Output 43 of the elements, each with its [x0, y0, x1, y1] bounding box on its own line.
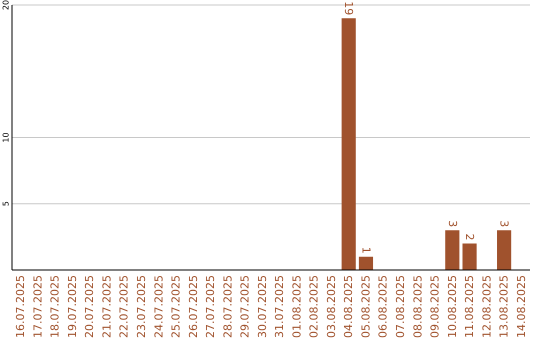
x-tick-label: 14.08.2025 [514, 275, 528, 338]
x-tick-label: 17.07.2025 [31, 275, 44, 338]
x-tick-label: 21.07.2025 [100, 275, 114, 338]
x-tick-label: 12.08.2025 [480, 275, 494, 338]
bar [342, 18, 356, 270]
bar [358, 256, 374, 270]
x-tick-label: 06.08.2025 [376, 275, 390, 338]
x-tick-label: 04.08.2025 [342, 275, 356, 338]
data-label: 1 [359, 246, 372, 254]
x-tick-label: 03.08.2025 [324, 275, 338, 338]
bar [445, 230, 460, 270]
y-tick-label: 20 [2, 0, 10, 10]
x-tick-label: 30.07.2025 [256, 275, 269, 338]
x-tick-label: 13.08.2025 [498, 275, 511, 338]
bar [462, 244, 477, 270]
x-tick-label: 19.07.2025 [66, 275, 79, 338]
x-tick-label: 01.08.2025 [290, 275, 304, 338]
y-tick-label: 5 [2, 201, 10, 206]
x-tick-label: 24.07.2025 [152, 275, 166, 338]
y-tick-label: 10 [2, 132, 10, 143]
x-tick-label: 31.07.2025 [273, 275, 286, 338]
x-tick-label: 11.08.2025 [463, 275, 476, 338]
x-tick-label: 20.07.2025 [83, 275, 96, 338]
x-tick-label: 16.07.2025 [14, 275, 28, 338]
x-tick-label: 25.07.2025 [170, 275, 183, 338]
x-tick-label: 23.07.2025 [135, 275, 148, 338]
x-tick-label: 26.07.2025 [186, 275, 200, 338]
x-tick-label: 10.08.2025 [446, 275, 459, 338]
x-tick-label: 02.08.2025 [308, 275, 321, 338]
x-tick-label: 05.08.2025 [359, 275, 372, 338]
x-tick-label: 22.07.2025 [118, 275, 131, 338]
data-label: 3 [498, 220, 511, 228]
x-tick-label: 27.07.2025 [204, 275, 218, 338]
x-tick-label: 09.08.2025 [428, 275, 442, 338]
x-tick-label: 28.07.2025 [221, 275, 234, 338]
bar [497, 230, 512, 270]
x-tick-label: 18.07.2025 [48, 275, 62, 338]
data-label: 3 [446, 220, 459, 228]
x-tick-label: 07.08.2025 [394, 275, 407, 338]
x-tick-label: 29.07.2025 [238, 275, 252, 338]
x-tick-label: 08.08.2025 [411, 275, 424, 338]
data-label: 2 [463, 234, 476, 240]
data-label: 19 [342, 1, 356, 16]
